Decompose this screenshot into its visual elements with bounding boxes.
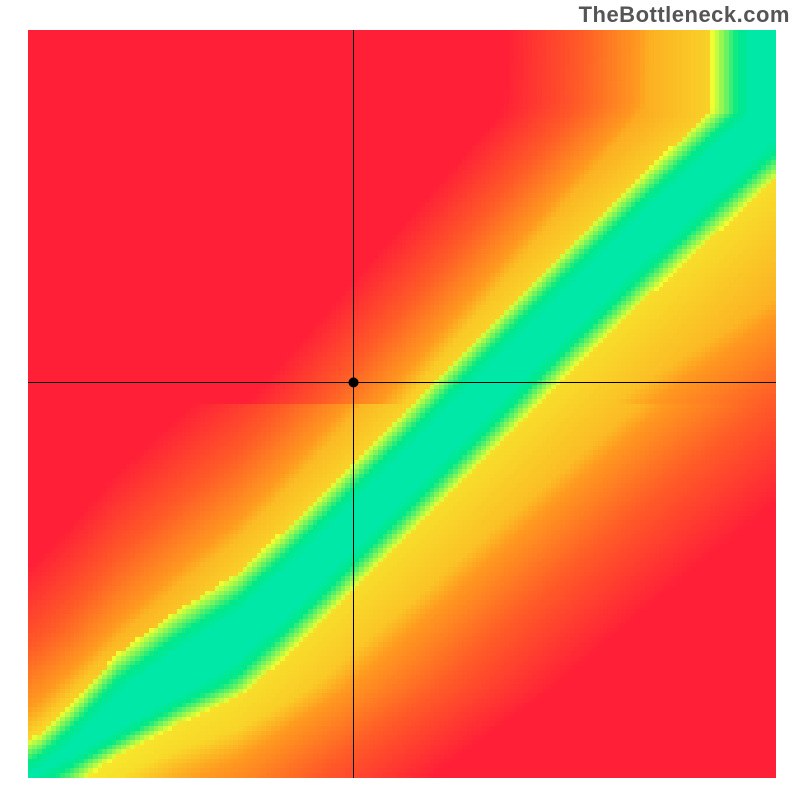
watermark-text: TheBottleneck.com	[579, 2, 790, 28]
heatmap-chart	[28, 30, 776, 778]
